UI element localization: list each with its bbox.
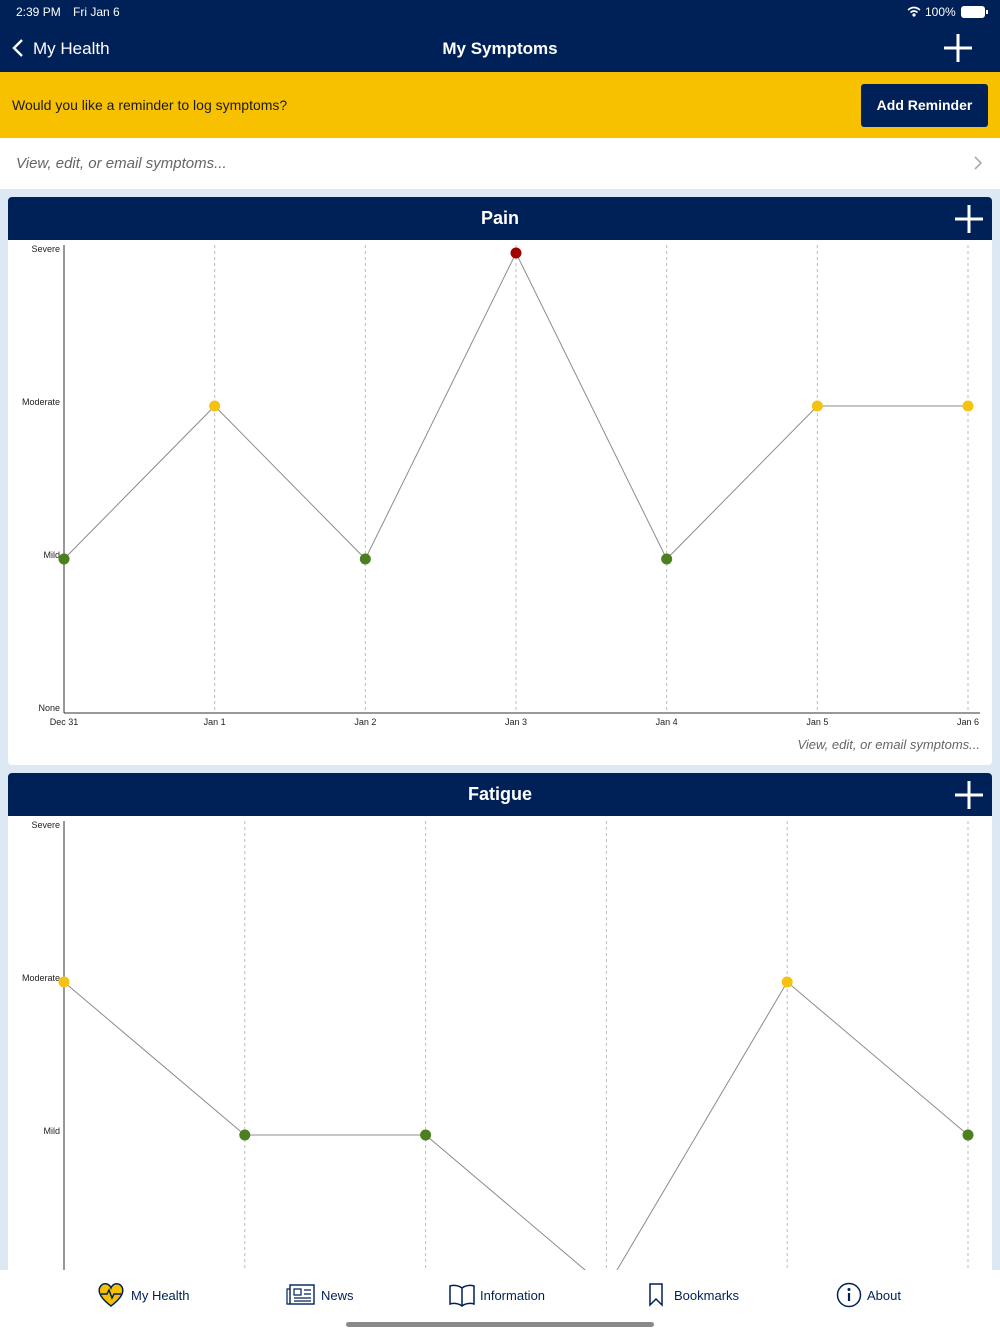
- point: [510, 247, 522, 259]
- point: [58, 553, 70, 565]
- link-text[interactable]: View, edit, or email symptoms...: [16, 155, 227, 172]
- x-tick-label: Jan 3: [505, 717, 527, 727]
- heart-icon[interactable]: [97, 1282, 125, 1308]
- point: [359, 553, 371, 565]
- card-title: Pain: [8, 197, 992, 240]
- back-button[interactable]: My Health: [33, 39, 110, 58]
- back-icon[interactable]: [10, 38, 26, 58]
- point: [962, 1129, 974, 1141]
- line: [63, 981, 969, 1289]
- y-tick-label: Severe: [31, 244, 60, 254]
- bookmark-icon[interactable]: [648, 1283, 664, 1307]
- battery: 100%: [925, 5, 956, 19]
- home-indicator: [346, 1322, 654, 1327]
- tab[interactable]: Bookmarks: [674, 1288, 740, 1303]
- card-link[interactable]: View, edit, or email symptoms...: [797, 737, 980, 752]
- point: [962, 400, 974, 412]
- status-icons: [907, 6, 988, 18]
- x-tick-label: Jan 6: [957, 717, 979, 727]
- x-tick-label: Jan 5: [806, 717, 828, 727]
- add-reminder-button[interactable]: Add Reminder: [861, 84, 988, 127]
- about-icon[interactable]: [836, 1282, 862, 1308]
- banner-text: Would you like a reminder to log symptom…: [12, 97, 288, 113]
- pain-card: Pain Dec 31 Jan 1 Jan 2 Jan 3 Jan 4 Jan 5 Jan …: [8, 197, 992, 765]
- tab-bar: My Health News Information Bookmarks Abo…: [0, 1270, 1000, 1334]
- add-fatigue[interactable]: [953, 779, 985, 811]
- tab[interactable]: About: [867, 1288, 901, 1303]
- point: [661, 553, 673, 565]
- date: Fri Jan 6: [73, 5, 120, 19]
- news-icon[interactable]: [286, 1283, 316, 1307]
- tab[interactable]: My Health: [131, 1288, 190, 1303]
- y-tick-label: Mild: [43, 550, 60, 560]
- reminder-banner: Would you like a reminder to log symptom…: [0, 72, 1000, 138]
- symptoms-link[interactable]: View, edit, or email symptoms...: [0, 138, 1000, 189]
- add-pain[interactable]: [953, 203, 985, 235]
- tab[interactable]: News: [321, 1288, 354, 1303]
- card-title: Fatigue: [8, 773, 992, 816]
- time: 2:39 PM: [16, 5, 61, 19]
- nav-title: My Symptoms: [442, 39, 558, 58]
- x-tick-label: Jan 2: [354, 717, 376, 727]
- point: [209, 400, 221, 412]
- point: [58, 976, 70, 988]
- y-tick-label: Moderate: [22, 973, 60, 983]
- point: [239, 1129, 251, 1141]
- y-tick-label: Mild: [43, 1126, 60, 1136]
- y-tick-label: None: [38, 703, 60, 713]
- point: [420, 1129, 432, 1141]
- chart: Dec 31 Jan 1 Jan 2 Jan 3 Jan 4 Jan 5 Jan 6 None…: [22, 244, 980, 727]
- top-bar: 2:39 PM Fri Jan 6 100% My Health My Symp…: [0, 0, 1000, 72]
- add-button[interactable]: [943, 33, 973, 63]
- chevron: [974, 156, 983, 170]
- x-tick-label: Jan 4: [656, 717, 678, 727]
- x-tick-label: Dec 31: [50, 717, 79, 727]
- information-icon[interactable]: [448, 1283, 476, 1307]
- y-tick-label: Severe: [31, 820, 60, 830]
- point: [811, 400, 823, 412]
- x-tick-label: Jan 1: [204, 717, 226, 727]
- point: [781, 976, 793, 988]
- y-tick-label: Moderate: [22, 397, 60, 407]
- line: [63, 251, 968, 560]
- tab[interactable]: Information: [480, 1288, 546, 1303]
